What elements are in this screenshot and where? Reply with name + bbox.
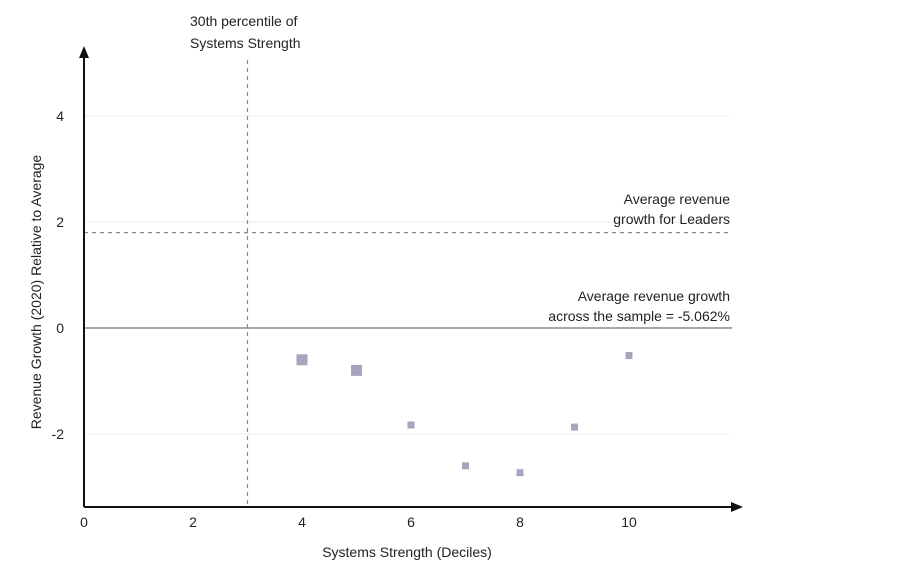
y-axis-title: Revenue Growth (2020) Relative to Averag… [28,155,44,430]
data-points [296,352,633,477]
reference-lines [84,60,732,507]
annotations: 30th percentile of Systems Strength Aver… [28,13,730,560]
grid [84,115,730,435]
scatter-point [571,423,578,431]
sample-label-line2: across the sample = -5.062% [548,308,730,324]
sample-label-line1: Average revenue growth [578,288,730,304]
x-tick-label: 8 [516,514,524,530]
x-tick-label: 10 [621,514,637,530]
leaders-label-line2: growth for Leaders [613,211,730,227]
x-tick-label: 4 [298,514,306,530]
scatter-point [516,469,524,477]
scatter-point [462,462,469,470]
y-tick-label: 2 [56,214,64,230]
y-tick-label: 0 [56,320,64,336]
scatter-point [296,354,308,366]
x-axis-arrow [731,502,743,512]
vline-label-line2: Systems Strength [190,35,301,51]
scatter-point [351,364,362,376]
x-tick-label: 0 [80,514,88,530]
y-tick-label: -2 [52,426,65,442]
y-axis-arrow [79,46,89,58]
scatter-point [407,421,415,429]
leaders-label-line1: Average revenue [624,191,731,207]
y-tick-label: 4 [56,108,64,124]
x-axis-title: Systems Strength (Deciles) [322,544,492,560]
x-tick-label: 6 [407,514,415,530]
vline-label-line1: 30th percentile of [190,13,298,29]
tick-labels: 0 2 4 6 8 10 -2 0 2 4 [52,108,637,530]
scatter-point [625,352,633,360]
x-tick-label: 2 [189,514,197,530]
axes [79,46,743,512]
